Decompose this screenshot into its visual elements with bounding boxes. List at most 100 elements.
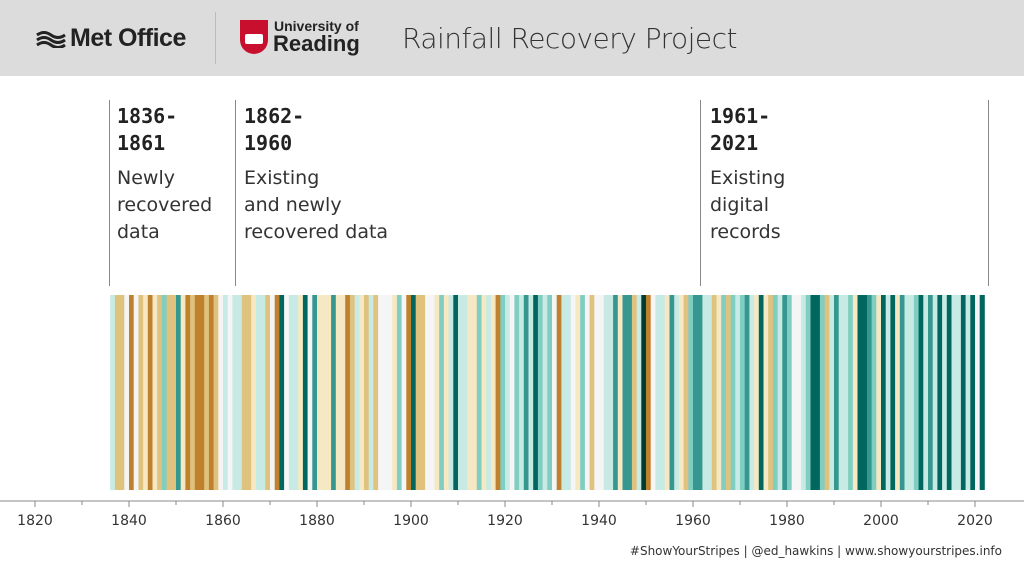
- stripe-1974: [758, 295, 764, 490]
- stripe-1984: [805, 295, 811, 490]
- stripe-2000: [881, 295, 887, 490]
- stripe-1879: [312, 295, 318, 490]
- stripe-1875: [293, 295, 299, 490]
- stripe-1837: [114, 295, 120, 490]
- stripe-1852: [185, 295, 191, 490]
- stripe-1899: [406, 295, 412, 490]
- x-tick-label: 1940: [581, 513, 617, 529]
- stripe-1975: [763, 295, 769, 490]
- stripe-1916: [486, 295, 492, 490]
- stripe-1848: [166, 295, 172, 490]
- stripe-2012: [937, 295, 943, 490]
- stripe-1955: [669, 295, 675, 490]
- x-tick-label: 2000: [863, 513, 899, 529]
- stripe-1868: [260, 295, 266, 490]
- stripe-1978: [777, 295, 783, 490]
- stripe-1979: [782, 295, 788, 490]
- annotation-text: Existing digital records: [710, 167, 786, 243]
- annotation-text: Newly recovered data: [117, 167, 213, 243]
- stripe-1949: [641, 295, 647, 490]
- stripe-1923: [519, 295, 525, 490]
- stripe-1869: [265, 295, 271, 490]
- annotation-1836-1861: 1836- 1861 Newly recovered data: [117, 103, 212, 246]
- stripe-1892: [373, 295, 379, 490]
- stripe-1945: [622, 295, 628, 490]
- stripe-1905: [434, 295, 440, 490]
- stripe-1904: [429, 295, 435, 490]
- stripe-1878: [307, 295, 313, 490]
- stripe-1855: [199, 295, 205, 490]
- rainfall-stripes-chart: 1820 1840 1860 1880 1900 1920 1940 1960 1980 2000…: [0, 295, 1024, 529]
- stripe-1932: [561, 295, 567, 490]
- stripe-1919: [500, 295, 506, 490]
- stripe-1880: [317, 295, 323, 490]
- stripe-1863: [237, 295, 243, 490]
- met-office-waves-icon: [36, 31, 66, 49]
- stripe-2006: [909, 295, 915, 490]
- stripe-1993: [848, 295, 854, 490]
- stripe-1859: [218, 295, 224, 490]
- stripe-1860: [223, 295, 229, 490]
- stripe-1999: [876, 295, 882, 490]
- stripe-2016: [956, 295, 962, 490]
- stripe-1858: [213, 295, 219, 490]
- stripe-1922: [514, 295, 520, 490]
- annotation-years: 1836- 1861: [117, 104, 178, 155]
- header: Met Office University of Reading Rainfal…: [0, 0, 1024, 76]
- stripe-1965: [716, 295, 722, 490]
- stripe-1873: [284, 295, 290, 490]
- stripe-2007: [913, 295, 919, 490]
- stripe-1934: [570, 295, 576, 490]
- stripe-1877: [302, 295, 308, 490]
- stripe-2008: [918, 295, 924, 490]
- x-tick-label: 1840: [111, 513, 147, 529]
- stripe-1990: [834, 295, 840, 490]
- stripe-1931: [556, 295, 562, 490]
- stripe-1948: [636, 295, 642, 490]
- x-tick-label: 1980: [769, 513, 805, 529]
- stripe-1881: [321, 295, 327, 490]
- stripe-1849: [171, 295, 177, 490]
- stripe-1909: [453, 295, 459, 490]
- stripe-1971: [744, 295, 750, 490]
- stripe-1918: [495, 295, 501, 490]
- annotation-1862-1960: 1862- 1960 Existing and newly recovered …: [244, 103, 388, 246]
- stripe-1876: [298, 295, 304, 490]
- stripe-1994: [852, 295, 858, 490]
- stripe-1844: [147, 295, 153, 490]
- stripe-2001: [885, 295, 891, 490]
- logo-divider: [215, 12, 216, 64]
- x-tick-label: 1920: [487, 513, 523, 529]
- stripe-1996: [862, 295, 868, 490]
- stripe-1966: [721, 295, 727, 490]
- stripe-1938: [589, 295, 595, 490]
- stripe-1864: [241, 295, 247, 490]
- footer-credits: #ShowYourStripes | @ed_hawkins | www.sho…: [629, 544, 1002, 558]
- stripe-1958: [683, 295, 689, 490]
- stripe-1845: [152, 295, 158, 490]
- stripe-1902: [420, 295, 426, 490]
- stripe-1915: [481, 295, 487, 490]
- stripe-1969: [735, 295, 741, 490]
- stripe-1884: [335, 295, 341, 490]
- stripe-1973: [754, 295, 760, 490]
- stripe-1838: [119, 295, 125, 490]
- stripe-1894: [382, 295, 388, 490]
- stripe-1950: [646, 295, 652, 490]
- stripe-1846: [157, 295, 163, 490]
- stripe-2019: [970, 295, 976, 490]
- met-office-text: Met Office: [70, 24, 186, 52]
- stripe-1961: [697, 295, 703, 490]
- stripe-1889: [359, 295, 365, 490]
- stripe-2020: [975, 295, 981, 490]
- stripe-1972: [749, 295, 755, 490]
- page-title: Rainfall Recovery Project: [402, 22, 738, 55]
- stripe-1866: [251, 295, 257, 490]
- x-tick-label: 1820: [17, 513, 53, 529]
- stripe-1936: [580, 295, 586, 490]
- stripe-1992: [843, 295, 849, 490]
- stripe-1960: [693, 295, 699, 490]
- stripe-1883: [331, 295, 337, 490]
- stripe-1903: [425, 295, 431, 490]
- stripe-2002: [890, 295, 896, 490]
